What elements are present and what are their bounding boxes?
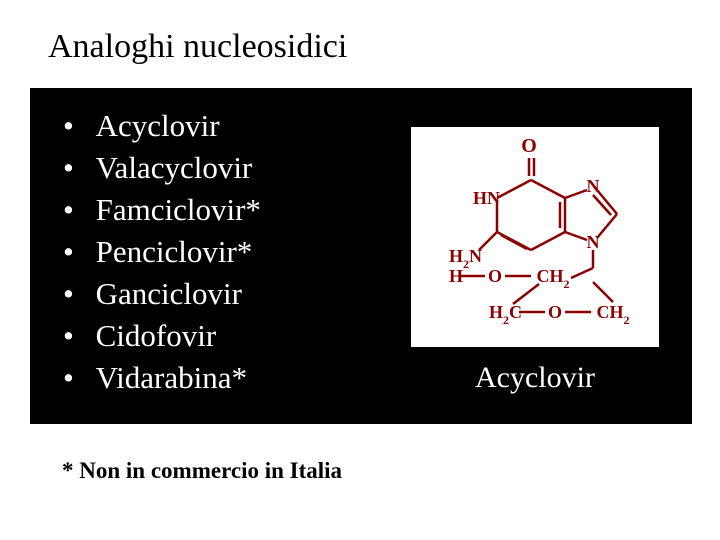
svg-text:O: O	[488, 266, 502, 286]
structure-panel: O HN H2N N N	[411, 127, 659, 347]
svg-text:CH2: CH2	[597, 302, 630, 327]
svg-text:H2C: H2C	[489, 302, 522, 327]
svg-text:O: O	[521, 135, 537, 157]
list-item: Penciclovir*	[63, 231, 261, 273]
drug-list: Acyclovir Valacyclovir Famciclovir* Penc…	[63, 105, 261, 399]
acyclovir-structure-icon: O HN H2N N N	[411, 132, 659, 342]
list-item: Cidofovir	[63, 315, 261, 357]
list-item: Valacyclovir	[63, 147, 261, 189]
list-item: Acyclovir	[63, 105, 261, 147]
list-item: Ganciclovir	[63, 273, 261, 315]
svg-text:N: N	[587, 232, 600, 252]
content-box: Acyclovir Valacyclovir Famciclovir* Penc…	[30, 88, 692, 424]
svg-text:CH2: CH2	[537, 266, 570, 291]
slide-title: Analoghi nucleosidici	[48, 28, 347, 66]
svg-text:H: H	[449, 266, 463, 286]
svg-text:N: N	[587, 176, 600, 196]
svg-text:O: O	[548, 302, 562, 322]
list-item: Famciclovir*	[63, 189, 261, 231]
list-item: Vidarabina*	[63, 357, 261, 399]
footnote: * Non in commercio in Italia	[62, 458, 342, 484]
structure-label: Acyclovir	[411, 361, 659, 395]
